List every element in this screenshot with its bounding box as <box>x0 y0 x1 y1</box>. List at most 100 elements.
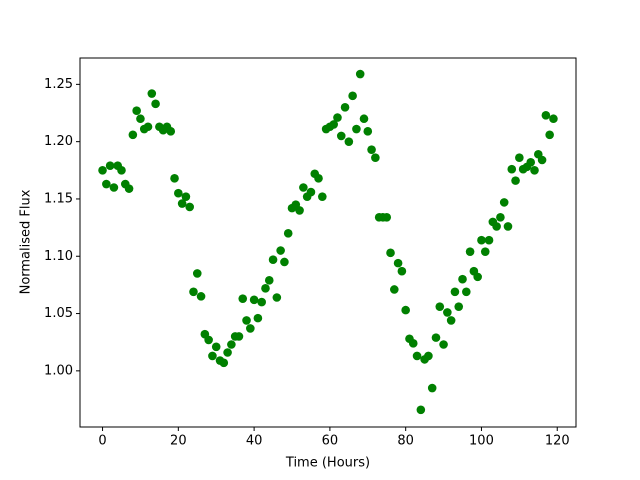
data-point <box>416 405 426 415</box>
data-point <box>249 295 259 305</box>
data-point <box>151 99 160 109</box>
data-point <box>166 127 176 136</box>
data-point <box>386 248 395 258</box>
data-point <box>496 212 505 222</box>
data-point <box>503 222 513 231</box>
data-point <box>124 184 134 193</box>
data-point <box>211 342 221 352</box>
data-point <box>344 137 354 146</box>
data-point <box>314 174 323 183</box>
data-point <box>537 155 547 165</box>
data-point <box>204 335 213 345</box>
data-point <box>196 292 206 301</box>
data-point <box>397 266 407 276</box>
data-point <box>283 229 293 238</box>
y-tick-label: 1.25 <box>44 77 73 92</box>
data-point <box>435 302 445 311</box>
y-tick-label: 1.20 <box>44 134 73 149</box>
data-point <box>473 272 482 282</box>
data-point <box>272 293 282 302</box>
data-point <box>257 297 266 307</box>
data-point <box>242 316 251 325</box>
data-point <box>446 316 456 325</box>
data-point <box>295 206 304 215</box>
data-point <box>238 294 248 303</box>
data-point <box>408 339 418 348</box>
data-point <box>318 192 327 201</box>
data-point <box>276 246 285 255</box>
data-point <box>367 145 376 154</box>
data-point <box>526 157 536 167</box>
data-point <box>234 332 244 341</box>
data-point <box>480 247 490 256</box>
data-point <box>299 183 308 192</box>
data-point <box>401 305 410 315</box>
data-point <box>511 176 520 185</box>
data-point <box>431 333 441 342</box>
x-tick-label: 120 <box>545 434 570 449</box>
data-point <box>340 102 350 112</box>
data-point <box>268 255 278 264</box>
data-point <box>98 166 107 175</box>
data-point <box>329 120 338 129</box>
data-point <box>132 106 141 116</box>
x-tick-label: 80 <box>397 434 414 449</box>
y-tick-label: 1.10 <box>44 249 73 264</box>
data-point <box>336 131 346 141</box>
x-tick-label: 60 <box>322 434 339 449</box>
data-point <box>147 89 157 98</box>
data-point <box>465 247 475 256</box>
data-point <box>412 351 422 361</box>
x-tick-label: 20 <box>170 434 187 449</box>
plot-frame <box>79 57 577 428</box>
data-point <box>333 113 342 122</box>
data-point <box>264 276 274 285</box>
data-point <box>450 287 460 297</box>
data-point <box>189 287 198 297</box>
data-point <box>492 222 501 231</box>
x-tick-label: 100 <box>469 434 494 449</box>
data-point <box>515 153 524 162</box>
data-point <box>530 166 539 175</box>
data-point <box>223 348 232 357</box>
data-point <box>253 313 263 323</box>
data-point <box>348 91 357 101</box>
data-point <box>219 358 229 368</box>
data-point <box>454 302 464 311</box>
data-point <box>192 269 202 278</box>
data-point <box>427 383 437 393</box>
data-point <box>117 166 126 175</box>
y-axis-label: Normalised Flux <box>19 189 34 294</box>
data-point <box>359 114 369 124</box>
data-point <box>306 187 316 197</box>
data-point <box>499 198 509 207</box>
data-point <box>246 324 255 333</box>
data-point <box>458 274 467 284</box>
data-point <box>545 130 554 140</box>
data-point <box>185 202 194 212</box>
data-point <box>439 340 448 349</box>
x-axis-label: Time (Hours) <box>285 456 370 471</box>
x-tick-label: 40 <box>246 434 263 449</box>
data-point <box>227 340 236 349</box>
data-point <box>208 351 217 361</box>
data-point <box>477 235 486 245</box>
y-tick-label: 1.15 <box>44 191 73 206</box>
y-tick-label: 1.00 <box>44 363 73 378</box>
data-point <box>355 69 365 79</box>
data-point <box>393 258 403 268</box>
data-point <box>352 124 361 134</box>
data-point <box>363 127 373 136</box>
data-point <box>128 130 138 140</box>
data-point <box>102 179 111 189</box>
data-point <box>390 285 399 294</box>
data-point <box>174 188 183 198</box>
x-tick-label: 0 <box>98 434 106 449</box>
data-point <box>109 183 119 192</box>
data-point <box>424 351 433 361</box>
data-point <box>136 114 145 124</box>
data-point <box>143 122 153 132</box>
data-point <box>371 153 380 162</box>
data-point <box>382 212 392 222</box>
